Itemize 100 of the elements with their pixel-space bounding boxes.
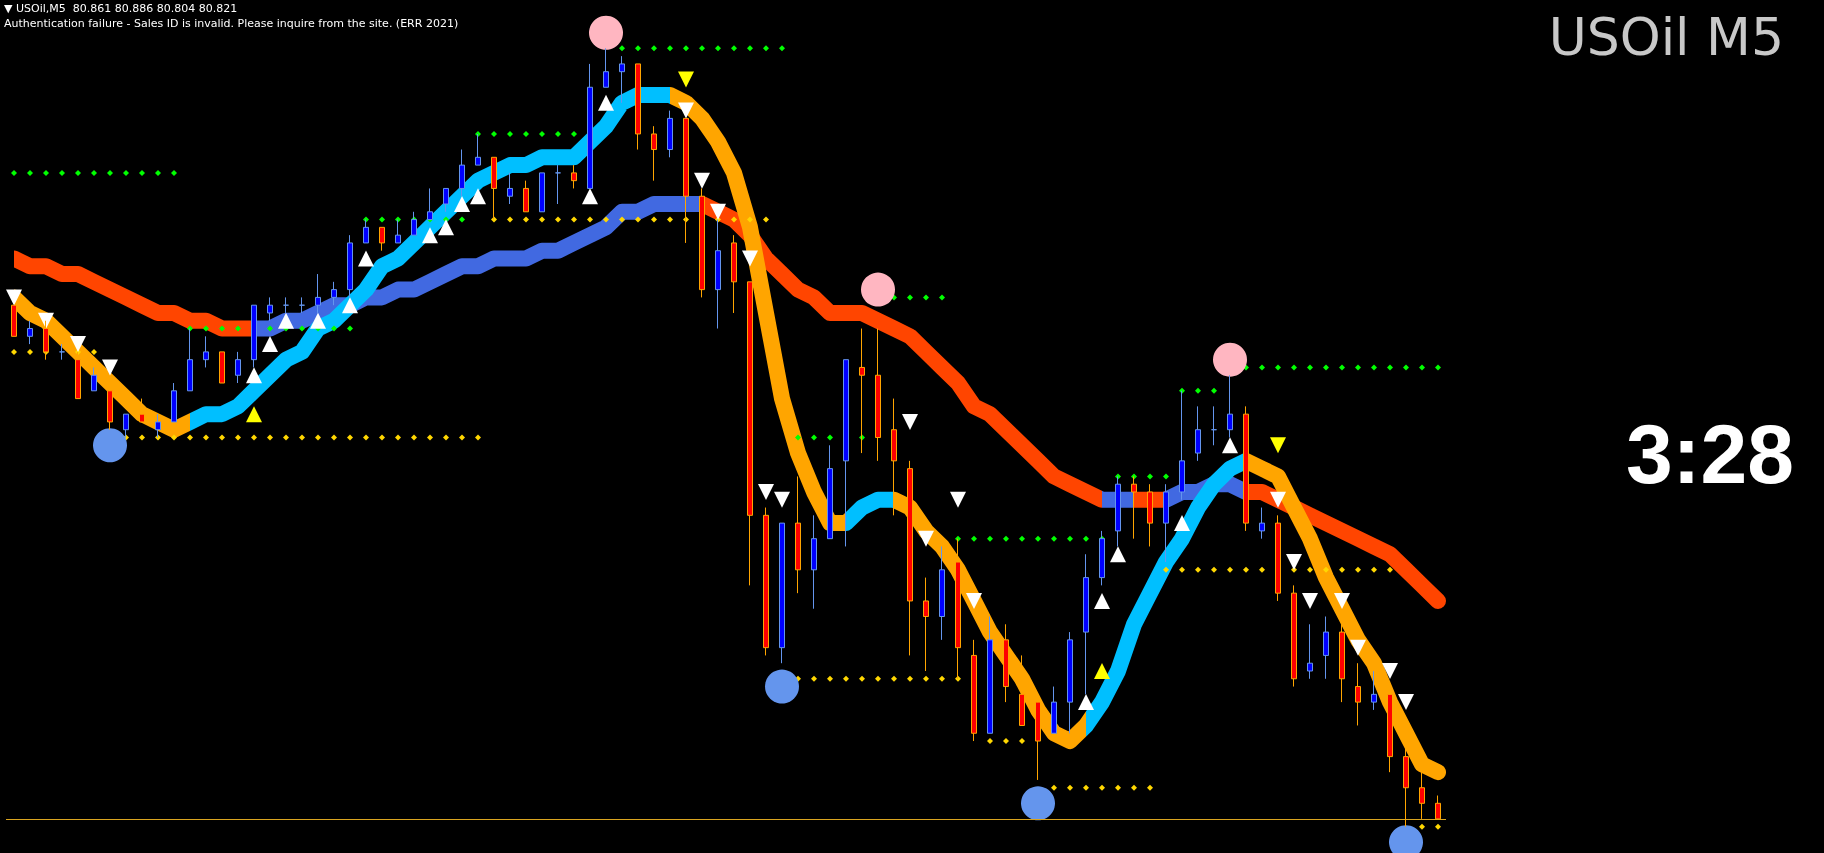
point: [342, 297, 358, 314]
point: [1398, 694, 1414, 711]
candlestick: [283, 296, 289, 314]
candlestick: [267, 296, 273, 322]
point: [765, 669, 799, 704]
candlestick: [939, 545, 945, 641]
candlestick: [731, 234, 737, 314]
point: [758, 483, 774, 500]
candlestick: [715, 219, 721, 330]
candlestick: [827, 444, 833, 540]
candlestick: [1275, 514, 1281, 602]
candlestick: [1003, 623, 1009, 703]
point: [310, 312, 326, 329]
candlestick: [507, 172, 513, 205]
candlestick: [1307, 623, 1313, 680]
point: [966, 592, 982, 609]
candlestick: [475, 133, 481, 166]
point: [742, 250, 758, 267]
candlestick: [1147, 483, 1153, 547]
candlestick: [443, 187, 449, 213]
point: [1021, 786, 1055, 821]
point: [102, 359, 118, 376]
point: [1350, 639, 1366, 656]
point: [710, 203, 726, 220]
candlestick: [1243, 405, 1249, 532]
candlestick: [923, 577, 929, 672]
candlestick: [1291, 584, 1297, 688]
candlestick: [1051, 686, 1057, 734]
point: [1382, 662, 1398, 679]
candlestick: [571, 164, 577, 189]
candlestick: [603, 47, 609, 88]
candlestick: [1323, 616, 1329, 680]
point: [589, 15, 623, 50]
text: USOil M5: [1548, 7, 1784, 67]
text: Authentication failure - Sales ID is invalid. Please inquire from the site. (ERR 2021): [4, 17, 459, 30]
candlestick: [811, 514, 817, 610]
candlestick: [1259, 507, 1265, 540]
point: [422, 227, 438, 244]
point: [470, 188, 486, 205]
candlestick: [1195, 405, 1201, 462]
candlestick: [651, 125, 657, 182]
point: [1094, 592, 1110, 609]
candlestick: [1083, 553, 1089, 695]
point: [1302, 592, 1318, 609]
point: [6, 289, 22, 306]
candlestick: [891, 398, 897, 516]
point: [1270, 491, 1286, 508]
point: [1110, 546, 1126, 563]
candlestick: [1179, 390, 1185, 501]
candlestick: [59, 343, 65, 361]
candlestick: [379, 226, 385, 252]
candlestick: [187, 328, 193, 392]
candlestick: [363, 219, 369, 244]
point: [246, 367, 262, 384]
candlestick: [219, 351, 225, 384]
point: [1078, 694, 1094, 711]
text: 3:28: [1625, 407, 1794, 501]
candlestick: [635, 63, 641, 151]
candlestick: [555, 164, 561, 205]
point: [438, 219, 454, 236]
candlestick: [139, 398, 145, 423]
candlestick: [539, 172, 545, 213]
candlestick: [11, 304, 17, 337]
candlestick: [763, 507, 769, 656]
candlestick: [971, 639, 977, 742]
candlestick: [171, 382, 177, 423]
point: [902, 413, 918, 430]
point: [774, 491, 790, 508]
candlestick: [347, 234, 353, 298]
point: [918, 530, 934, 547]
candlestick: [843, 359, 849, 547]
candlestick: [299, 296, 305, 314]
candlestick: [1435, 795, 1441, 820]
candlestick: [459, 149, 465, 197]
point: [1094, 662, 1110, 679]
candlestick: [1019, 654, 1025, 726]
point: [262, 336, 278, 353]
point: [1286, 554, 1302, 571]
point: [1174, 515, 1190, 532]
point: [678, 71, 694, 88]
point: [1270, 437, 1286, 454]
candlestick: [235, 351, 241, 384]
point: [678, 102, 694, 119]
candlestick: [27, 320, 33, 345]
point: [454, 196, 470, 213]
point: [582, 188, 598, 205]
point: [694, 172, 710, 189]
candlestick: [667, 110, 673, 158]
candlestick: [523, 180, 529, 213]
candlestick: [587, 63, 593, 189]
candlestick: [155, 413, 161, 438]
point: [861, 272, 895, 307]
text: ▼ USOil,M5 80.861 80.886 80.804 80.821: [4, 2, 238, 15]
candlestick: [395, 219, 401, 244]
point: [1213, 342, 1247, 377]
point: [38, 312, 54, 329]
candlestick: [1163, 483, 1169, 563]
point: [598, 94, 614, 111]
candlestick: [795, 475, 801, 594]
point: [1334, 592, 1350, 609]
